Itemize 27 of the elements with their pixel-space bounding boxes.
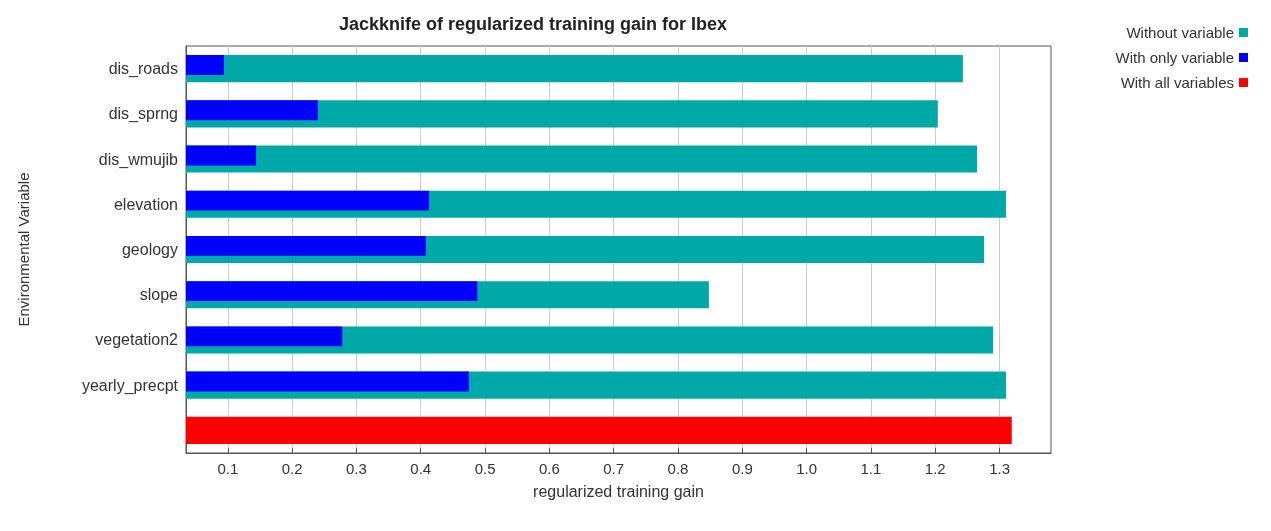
x-tick-label: 0.6 xyxy=(538,460,560,477)
y-tick-label: geology xyxy=(121,241,178,258)
y-tick-label: vegetation2 xyxy=(95,331,179,349)
y-tick-label: dis_roads xyxy=(108,60,178,79)
x-tick-label: 0.3 xyxy=(346,460,367,477)
x-tick-label: 0.8 xyxy=(667,460,689,477)
x-tick-label: 1.0 xyxy=(796,460,818,477)
x-tick-label: 1.3 xyxy=(989,460,1010,477)
y-tick-label: elevation xyxy=(113,195,178,213)
chart-title: Jackknife of regularized training gain for Ibex xyxy=(338,14,728,34)
y-tick-label: dis_wmujib xyxy=(98,150,179,169)
legend-label: With only variable xyxy=(1115,49,1234,66)
x-tick-label: 0.4 xyxy=(410,460,432,477)
y-axis-title: Environmental Variable xyxy=(15,172,32,327)
y-tick-label: yearly_precpt xyxy=(81,376,179,395)
legend-label: Without variable xyxy=(1126,24,1234,41)
y-tick-label: slope xyxy=(139,286,179,304)
x-tick-label: 0.2 xyxy=(281,460,303,477)
x-tick-label: 1.2 xyxy=(924,460,946,477)
x-axis-title: regularized training gain xyxy=(533,482,704,500)
x-tick-label: 1.1 xyxy=(860,460,882,477)
legend-label: With all variables xyxy=(1120,74,1234,91)
y-tick-label: dis_sprng xyxy=(108,105,178,124)
x-tick-label: 0.5 xyxy=(474,460,496,477)
x-tick-label: 0.7 xyxy=(603,460,625,477)
x-tick-label: 0.1 xyxy=(217,460,239,477)
x-tick-label: 0.9 xyxy=(731,460,753,477)
